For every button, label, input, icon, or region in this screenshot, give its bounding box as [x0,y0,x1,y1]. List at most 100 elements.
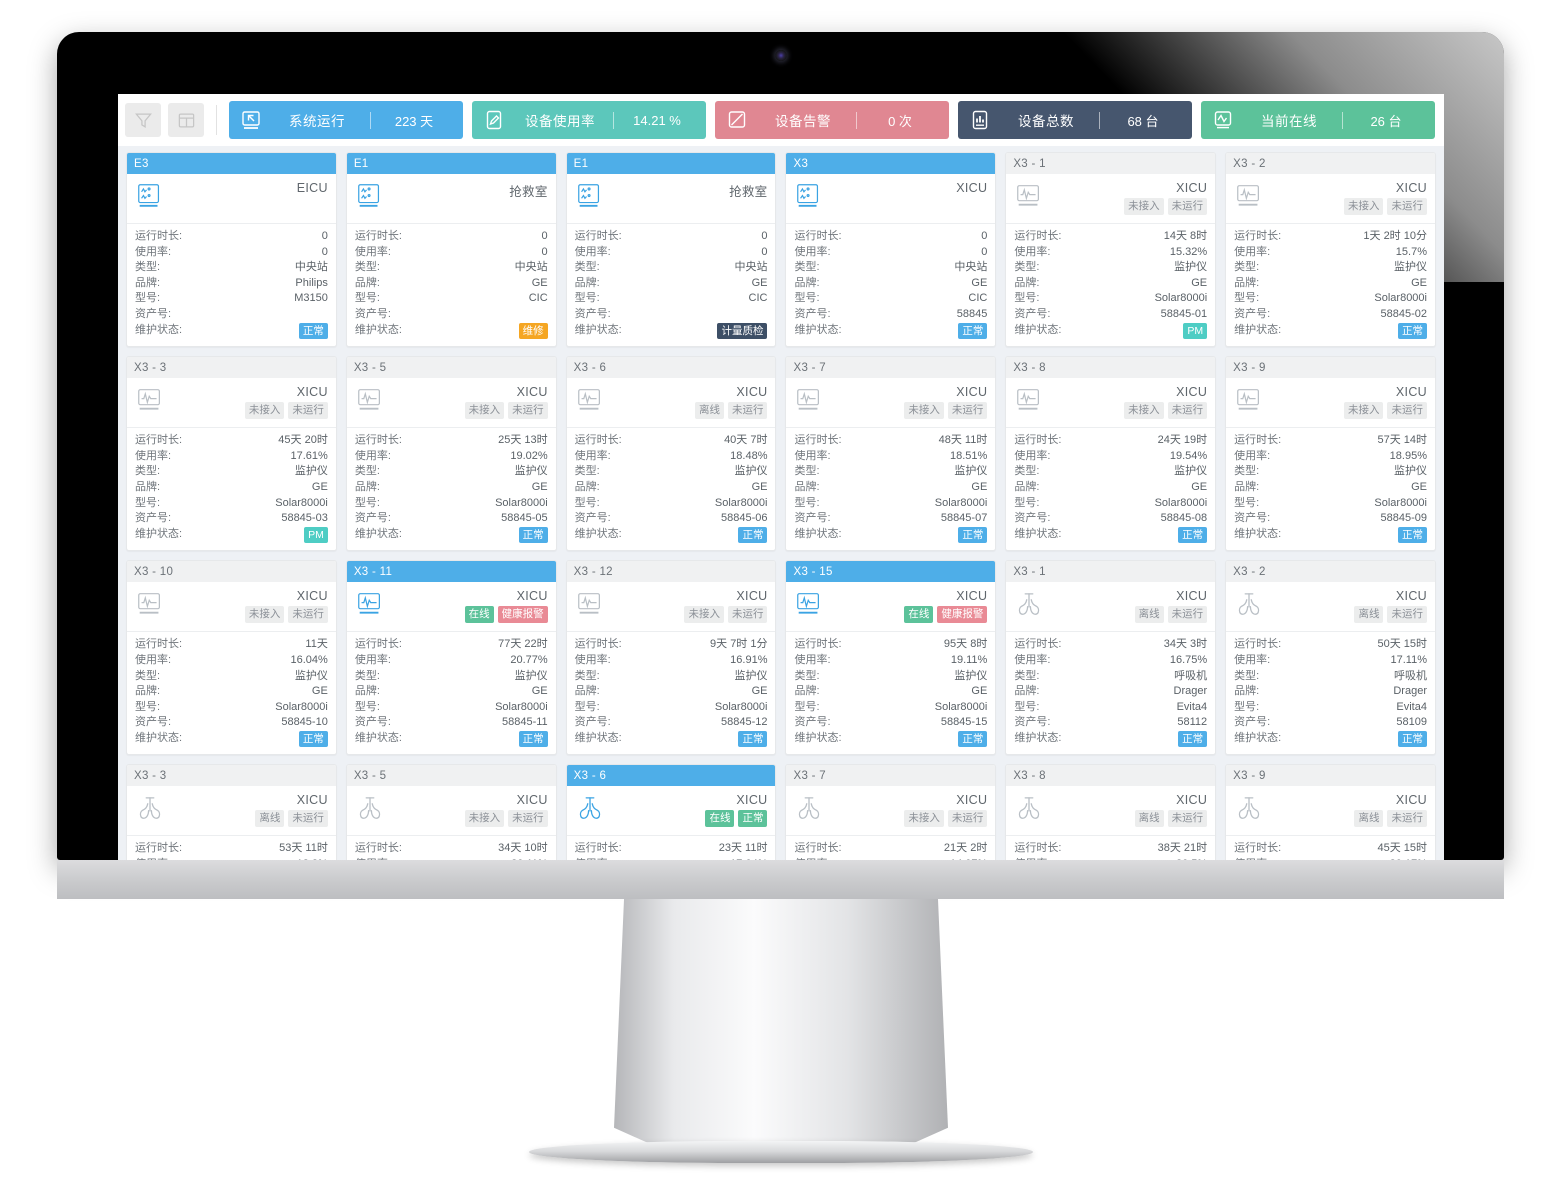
device-card[interactable]: X3 - 3 XICU 未接入 未运行 运行时长: 45天 20时 使用率: 17… [126,356,337,552]
field-value: Solar8000i [1374,292,1427,305]
device-brand-row: 品牌: GE [355,480,548,496]
device-maintenance-row: 维护状态: 正常 [575,730,768,748]
device-maintenance-row: 维护状态: 计量质检 [575,322,768,340]
field-value: Solar8000i [934,496,988,509]
status-chip: 未接入 [1343,198,1384,215]
device-status-chips: 离线 未运行 [1134,810,1208,827]
device-card[interactable]: X3 - 10 XICU 未接入 未运行 运行时长: 11天 使用率: 16.04… [126,560,337,756]
layout-button[interactable] [168,103,204,137]
device-card[interactable]: X3 - 1 XICU 未接入 未运行 运行时长: 14天 8时 使用率: 15.… [1005,152,1217,348]
device-card[interactable]: X3 - 9 XICU 未接入 未运行 运行时长: 57天 14时 使用率: 18… [1225,356,1436,552]
kpi-device-usage-rate[interactable]: 设备使用率 14.21 % [472,101,706,139]
field-value: 15.32% [1169,245,1208,258]
device-card[interactable]: E1 抢救室 运行时长: 0 使用率: 0 类型: 中央站 品牌: [345,152,557,348]
device-asset-no-row: 资产号: 58112 [1014,715,1207,731]
field-value: GE [1411,480,1427,493]
device-department: XICU [956,793,988,808]
device-card[interactable]: X3 - 2 XICU 离线 未运行 运行时长: 50天 15时 使用率: 17.… [1225,560,1436,756]
field-value: 58845-15 [940,716,988,729]
field-value: 中央站 [734,261,768,274]
device-brand-row: 品牌: Drager [1234,684,1427,700]
device-card[interactable]: X3 - 5 XICU 未接入 未运行 运行时长: 25天 13时 使用率: 19… [345,356,557,552]
monitor-wave-icon [355,589,385,619]
device-card-title: X3 - 10 [127,561,336,583]
field-label: 类型: [354,669,380,682]
device-status-block: XICU 未接入 未运行 [904,793,988,827]
kpi-label: 设备告警 [775,114,831,129]
maintenance-status-badge: 正常 [1397,322,1427,340]
maintenance-status-badge: 正常 [738,730,768,748]
status-chip: 未接入 [244,402,285,419]
device-card-summary: XICU 未接入 未运行 [1226,378,1435,427]
device-card[interactable]: X3 - 8 XICU 未接入 未运行 运行时长: 24天 19时 使用率: 19… [1005,356,1217,552]
device-card[interactable]: X3 XICU 运行时长: 0 使用率: 0 类型: 中央站 品牌: [785,152,997,348]
maintenance-status-badge: 正常 [1178,526,1208,544]
field-label: 资产号: [794,512,831,525]
device-card-summary: XICU 未接入 未运行 [786,378,995,427]
device-card[interactable]: X3 - 7 XICU 未接入 未运行 运行时长: 48天 11时 使用率: 18… [785,356,997,552]
kpi-device-alarm[interactable]: 设备告警 0 次 [715,101,949,139]
device-status-chips: 未接入 未运行 [904,810,988,827]
device-asset-no-row: 资产号: 58845-02 [1234,307,1427,323]
field-value: 0 [761,245,768,258]
device-department: XICU [1176,589,1208,604]
device-card-summary: XICU 未接入 未运行 [1006,378,1215,427]
field-value: 16.04% [290,653,328,666]
device-card[interactable]: X3 - 6 XICU 离线 未运行 运行时长: 40天 7时 使用率: 18.4… [565,356,777,552]
device-maintenance-row: 维护状态: PM [135,526,328,544]
status-chip: 未运行 [288,402,328,419]
device-card[interactable]: X3 - 2 XICU 未接入 未运行 运行时长: 1天 2时 10分 使用率: … [1225,152,1436,348]
ventilator-lung-icon [135,793,165,823]
device-card[interactable]: E1 抢救室 运行时长: 0 使用率: 0 类型: 中央站 品牌: [565,152,777,348]
field-value: Drager [1393,685,1427,698]
device-card[interactable]: X3 - 15 XICU 在线 健康报警 运行时长: 95天 8时 使用率: 19… [785,560,997,756]
field-label: 品牌: [794,276,820,289]
device-card[interactable]: X3 - 1 XICU 离线 未运行 运行时长: 34天 3时 使用率: 16.7… [1005,560,1217,756]
field-value: 监护仪 [294,669,328,682]
device-card[interactable]: X3 - 12 XICU 未接入 未运行 运行时长: 9天 7时 1分 使用率: … [565,560,777,756]
field-label: 类型: [574,465,600,478]
field-value: 58845-09 [1380,512,1427,525]
device-asset-no-row: 资产号: 58845-08 [1014,511,1207,527]
device-type-row: 类型: 中央站 [355,260,548,276]
device-department: XICU [956,385,988,400]
field-value: 58109 [1396,716,1427,729]
field-label: 维护状态: [135,732,183,745]
field-label: 使用率: [354,653,391,666]
field-label: 资产号: [1014,716,1051,729]
device-department: 抢救室 [509,185,548,199]
field-label: 维护状态: [354,528,402,541]
device-card[interactable]: X3 - 11 XICU 在线 健康报警 运行时长: 77天 22时 使用率: 2… [345,560,557,756]
kpi-device-total[interactable]: 设备总数 68 台 [958,101,1192,139]
device-brand-row: 品牌: GE [575,276,768,292]
kpi-system-uptime[interactable]: 系统运行 223 天 [229,101,463,139]
field-value: GE [751,480,768,493]
device-card[interactable]: E3 EICU 运行时长: 0 使用率: 0 类型: 中央站 品牌: [126,152,337,348]
maintenance-status-badge: 正常 [1178,730,1208,748]
field-label: 类型: [1234,669,1260,682]
device-model-row: 型号: Solar8000i [1234,291,1427,307]
device-card-details: 运行时长: 57天 14时 使用率: 18.95% 类型: 监护仪 品牌: GE… [1226,427,1435,550]
device-status-chips: 未接入 未运行 [464,810,548,827]
field-value: 18.95% [1389,449,1427,462]
device-card-summary: XICU 离线 未运行 [567,378,776,427]
filter-button[interactable] [125,103,161,137]
device-usage-rate-row: 使用率: 19.02% [355,449,548,465]
field-value: 0 [321,245,328,258]
field-value: Solar8000i [714,496,768,509]
field-value: GE [971,480,988,493]
kpi-currently-online[interactable]: 当前在线 26 台 [1201,101,1435,139]
device-status-block: XICU 离线 未运行 [1354,793,1427,827]
device-usage-rate-row: 使用率: 0 [135,245,328,261]
field-label: 运行时长: [574,638,622,651]
device-card-title: X3 - 6 [566,765,776,787]
device-card-summary: XICU 未接入 未运行 [347,378,556,427]
device-maintenance-row: 维护状态: 正常 [1014,526,1208,544]
device-department: XICU [1176,793,1208,808]
